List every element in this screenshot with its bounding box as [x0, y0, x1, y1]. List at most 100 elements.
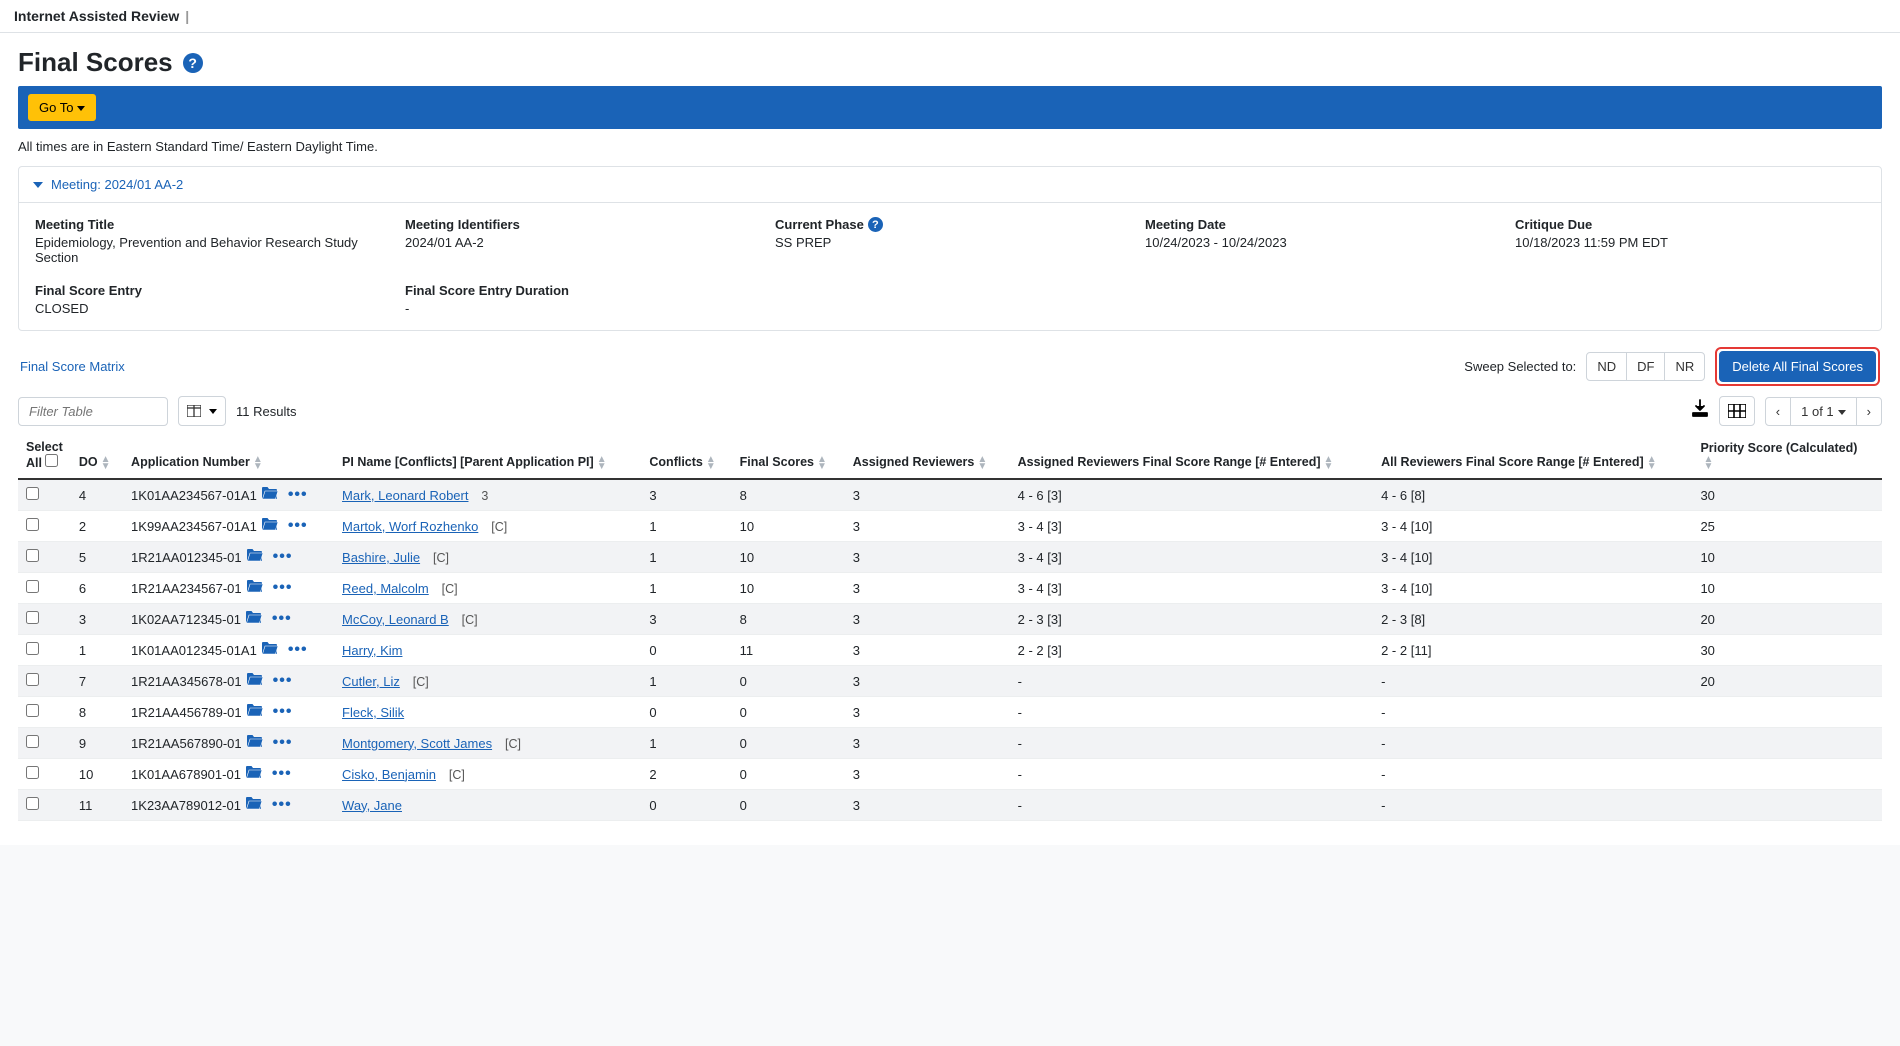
meta-block: Meeting Identifiers2024/01 AA-2: [405, 217, 755, 265]
help-icon[interactable]: ?: [868, 217, 883, 232]
cell-pi: Mark, Leonard Robert 3: [334, 479, 641, 511]
cell-pi: Way, Jane: [334, 790, 641, 821]
more-icon[interactable]: •••: [273, 703, 293, 721]
folder-icon[interactable]: [245, 765, 262, 783]
pi-link[interactable]: McCoy, Leonard B: [342, 612, 449, 627]
grid-view-button[interactable]: [1719, 396, 1755, 426]
cell-priority: 25: [1692, 511, 1882, 542]
grid-icon: [1728, 404, 1746, 418]
pi-link[interactable]: Way, Jane: [342, 798, 402, 813]
sort-icon: ▲▼: [977, 456, 987, 470]
pi-link[interactable]: Montgomery, Scott James: [342, 736, 492, 751]
row-checkbox[interactable]: [26, 673, 39, 686]
meta-value: CLOSED: [35, 301, 385, 316]
meeting-panel-header[interactable]: Meeting: 2024/01 AA-2: [19, 167, 1881, 203]
more-icon[interactable]: •••: [288, 517, 308, 535]
more-icon[interactable]: •••: [272, 796, 292, 814]
sweep-nr-button[interactable]: NR: [1664, 352, 1705, 381]
col-priority[interactable]: Priority Score (Calculated)▲▼: [1692, 432, 1882, 479]
cell-final: 10: [732, 573, 845, 604]
cell-do: 2: [71, 511, 123, 542]
folder-icon[interactable]: [246, 548, 263, 566]
more-icon[interactable]: •••: [273, 579, 293, 597]
row-checkbox[interactable]: [26, 487, 39, 500]
pi-link[interactable]: Cutler, Liz: [342, 674, 400, 689]
cell-arange: 3 - 4 [3]: [1010, 542, 1373, 573]
cell-final: 10: [732, 511, 845, 542]
folder-icon[interactable]: [261, 517, 278, 535]
more-icon[interactable]: •••: [272, 765, 292, 783]
row-checkbox[interactable]: [26, 580, 39, 593]
row-checkbox[interactable]: [26, 797, 39, 810]
pi-link[interactable]: Harry, Kim: [342, 643, 402, 658]
folder-icon[interactable]: [246, 672, 263, 690]
folder-icon[interactable]: [245, 610, 262, 628]
meta-label: Final Score Entry Duration: [405, 283, 755, 298]
select-all-checkbox[interactable]: [45, 454, 58, 467]
pi-link[interactable]: Cisko, Benjamin: [342, 767, 436, 782]
col-app-num[interactable]: Application Number▲▼: [123, 432, 334, 479]
row-checkbox[interactable]: [26, 766, 39, 779]
sweep-df-button[interactable]: DF: [1626, 352, 1665, 381]
goto-button[interactable]: Go To: [28, 94, 96, 121]
folder-icon[interactable]: [246, 703, 263, 721]
cell-conflicts: 0: [641, 790, 731, 821]
folder-icon[interactable]: [246, 734, 263, 752]
more-icon[interactable]: •••: [272, 610, 292, 628]
table-row: 81R21AA456789-01•••Fleck, Silik003--: [18, 697, 1882, 728]
download-icon[interactable]: [1691, 399, 1709, 423]
folder-icon[interactable]: [261, 641, 278, 659]
more-icon[interactable]: •••: [273, 672, 293, 690]
column-selector-button[interactable]: [178, 396, 226, 426]
row-checkbox[interactable]: [26, 704, 39, 717]
folder-icon[interactable]: [245, 796, 262, 814]
col-conflicts[interactable]: Conflicts▲▼: [641, 432, 731, 479]
table-row: 91R21AA567890-01•••Montgomery, Scott Jam…: [18, 728, 1882, 759]
col-assigned-range[interactable]: Assigned Reviewers Final Score Range [# …: [1010, 432, 1373, 479]
col-final-scores[interactable]: Final Scores▲▼: [732, 432, 845, 479]
help-icon[interactable]: ?: [183, 53, 203, 73]
row-checkbox[interactable]: [26, 642, 39, 655]
cell-priority: 20: [1692, 604, 1882, 635]
pi-extra: [C]: [406, 675, 429, 689]
app-name: Internet Assisted Review: [14, 8, 179, 24]
pi-link[interactable]: Reed, Malcolm: [342, 581, 429, 596]
cell-allrange: -: [1373, 759, 1692, 790]
more-icon[interactable]: •••: [273, 734, 293, 752]
pi-link[interactable]: Fleck, Silik: [342, 705, 404, 720]
col-do[interactable]: DO▲▼: [71, 432, 123, 479]
cell-priority: 20: [1692, 666, 1882, 697]
cell-arange: -: [1010, 790, 1373, 821]
row-checkbox[interactable]: [26, 518, 39, 531]
table-head: Select All DO▲▼ Application Number▲▼ PI …: [18, 432, 1882, 479]
col-pi[interactable]: PI Name [Conflicts] [Parent Application …: [334, 432, 641, 479]
cell-assigned: 3: [845, 511, 1010, 542]
pi-link[interactable]: Mark, Leonard Robert: [342, 488, 468, 503]
cell-conflicts: 3: [641, 604, 731, 635]
pager-prev-button[interactable]: ‹: [1765, 397, 1791, 426]
col-assigned-reviewers[interactable]: Assigned Reviewers▲▼: [845, 432, 1010, 479]
cell-allrange: 4 - 6 [8]: [1373, 479, 1692, 511]
row-checkbox[interactable]: [26, 611, 39, 624]
cell-assigned: 3: [845, 635, 1010, 666]
pager-next-button[interactable]: ›: [1856, 397, 1882, 426]
sweep-nd-button[interactable]: ND: [1586, 352, 1627, 381]
pi-link[interactable]: Bashire, Julie: [342, 550, 420, 565]
folder-icon[interactable]: [246, 579, 263, 597]
page-content: Final Scores ? Go To All times are in Ea…: [0, 33, 1900, 845]
cell-app: 1R21AA234567-01•••: [123, 573, 334, 604]
delete-all-button[interactable]: Delete All Final Scores: [1719, 351, 1876, 382]
more-icon[interactable]: •••: [288, 486, 308, 504]
filter-input[interactable]: [18, 397, 168, 426]
folder-icon[interactable]: [261, 486, 278, 504]
final-score-matrix-link[interactable]: Final Score Matrix: [20, 359, 125, 374]
cell-conflicts: 1: [641, 728, 731, 759]
row-checkbox[interactable]: [26, 549, 39, 562]
col-all-range[interactable]: All Reviewers Final Score Range [# Enter…: [1373, 432, 1692, 479]
pager-page-button[interactable]: 1 of 1: [1790, 397, 1857, 426]
separator: |: [185, 8, 189, 24]
more-icon[interactable]: •••: [288, 641, 308, 659]
more-icon[interactable]: •••: [273, 548, 293, 566]
row-checkbox[interactable]: [26, 735, 39, 748]
pi-link[interactable]: Martok, Worf Rozhenko: [342, 519, 478, 534]
